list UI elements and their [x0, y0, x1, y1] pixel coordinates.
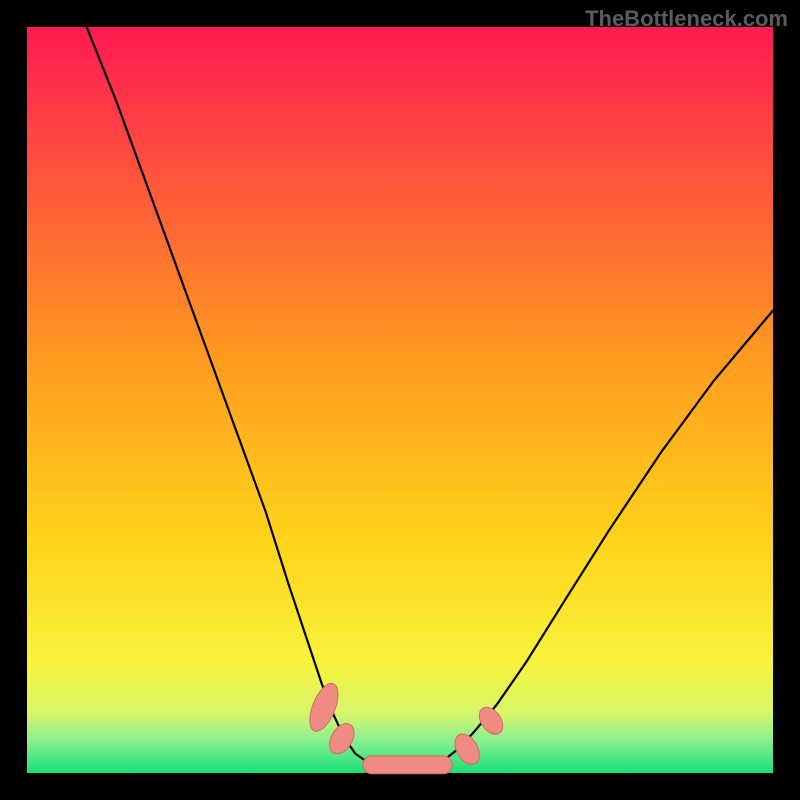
watermark-text: TheBottleneck.com — [585, 6, 788, 32]
chart-frame: TheBottleneck.com — [0, 0, 800, 800]
plot-area — [27, 27, 773, 773]
